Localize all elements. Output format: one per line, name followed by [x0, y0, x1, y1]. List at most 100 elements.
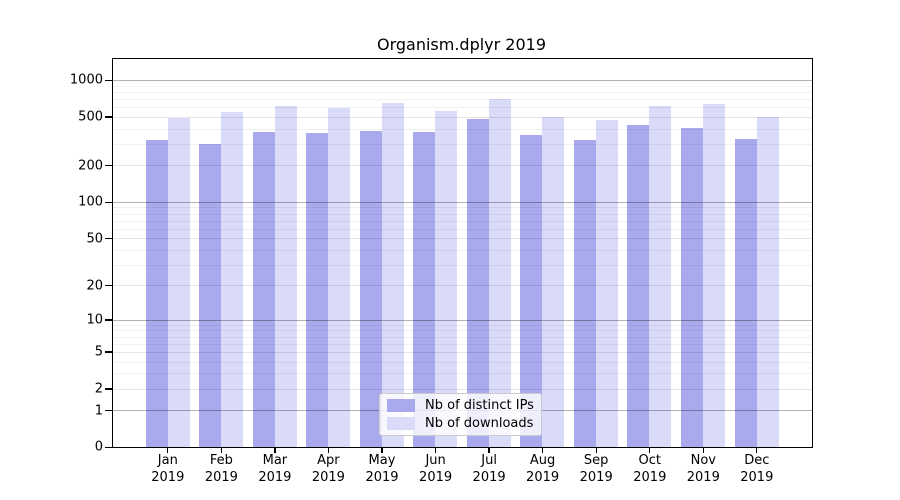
gridline-minor: [113, 343, 812, 345]
gridline-minor: [113, 361, 812, 363]
gridline-minor: [113, 107, 812, 109]
y-tick-mark: [105, 164, 112, 167]
gridline-minor: [113, 264, 812, 266]
x-tick-mark: [541, 447, 544, 453]
x-tick-label-nov: Nov 2019: [686, 453, 720, 485]
bar-distinct-ips-sep: [573, 140, 596, 447]
legend-item-downloads: Nb of downloads: [387, 416, 534, 431]
plot-area: Nb of distinct IPs Nb of downloads: [112, 58, 813, 448]
bar-downloads-jul: [488, 99, 511, 447]
y-tick-mark: [105, 79, 112, 81]
gridline-minor: [113, 207, 812, 209]
y-tick-label-1: 1: [94, 403, 103, 418]
gridline-minor: [113, 373, 812, 375]
bar-downloads-may: [381, 103, 404, 447]
gridline-minor: [113, 324, 812, 326]
gridline-minor: [113, 85, 812, 87]
x-tick-label-aug: Aug 2019: [526, 453, 560, 485]
gridline-major: [113, 285, 812, 287]
x-tick-mark: [167, 447, 169, 453]
bar-downloads-jun: [435, 110, 458, 447]
x-tick-mark: [274, 447, 276, 453]
gridline-minor: [113, 336, 812, 338]
bar-downloads-feb: [221, 112, 244, 447]
x-tick-mark: [702, 447, 704, 453]
bar-downloads-nov: [703, 104, 725, 447]
x-tick-label-jun: Jun 2019: [419, 453, 453, 485]
y-tick-label-20: 20: [86, 278, 103, 294]
legend-swatch-distinct-ips: [387, 399, 415, 412]
bar-distinct-ips-may: [359, 131, 382, 447]
x-tick-label-may: May 2019: [365, 453, 399, 485]
x-tick-mark: [488, 447, 490, 453]
bar-downloads-mar: [274, 105, 297, 447]
bar-distinct-ips-nov: [681, 127, 703, 447]
x-tick-mark: [381, 447, 383, 453]
y-tick-label-500: 500: [78, 109, 103, 125]
gridline-major: [113, 116, 812, 118]
y-tick-label-100: 100: [78, 194, 103, 210]
y-tick-label-200: 200: [78, 158, 103, 174]
y-tick-label-50: 50: [86, 231, 103, 246]
gridline-minor: [113, 213, 812, 215]
bar-distinct-ips-mar: [252, 131, 275, 447]
y-tick-label-1000: 1000: [69, 72, 103, 88]
chart-title: Organism.dplyr 2019: [376, 35, 547, 54]
x-tick-label-oct: Oct 2019: [633, 453, 667, 485]
y-tick-mark: [105, 351, 112, 353]
y-tick-label-2: 2: [94, 381, 103, 397]
x-tick-label-sep: Sep 2019: [579, 453, 613, 485]
bar-downloads-oct: [649, 106, 672, 447]
gridline-major: [113, 319, 812, 321]
bar-distinct-ips-jun: [413, 132, 436, 447]
gridline-minor: [113, 99, 812, 100]
y-tick-mark: [105, 237, 112, 240]
y-tick-mark: [105, 201, 112, 203]
gridline-minor: [113, 128, 812, 130]
y-tick-mark: [105, 409, 112, 412]
x-tick-mark: [649, 447, 651, 453]
gridline-major: [113, 388, 812, 390]
legend-label-distinct-ips: Nb of distinct IPs: [425, 398, 534, 413]
gridline-minor: [113, 220, 812, 222]
y-tick-label-0: 0: [94, 439, 103, 455]
y-tick-mark: [105, 319, 112, 321]
gridline-minor: [113, 91, 812, 93]
bar-downloads-apr: [328, 108, 351, 447]
bar-distinct-ips-aug: [520, 135, 543, 447]
x-tick-mark: [434, 447, 437, 453]
y-tick-mark: [105, 284, 112, 287]
x-tick-label-apr: Apr 2019: [311, 453, 345, 485]
bar-downloads-aug: [542, 117, 565, 447]
y-tick-label-10: 10: [86, 312, 103, 328]
gridline-major: [113, 238, 812, 240]
x-tick-label-dec: Dec 2019: [740, 453, 774, 485]
bar-downloads-jan: [167, 117, 190, 447]
bar-distinct-ips-jul: [466, 119, 489, 447]
gridline-minor: [113, 330, 812, 332]
bar-distinct-ips-apr: [306, 132, 329, 447]
legend-label-downloads: Nb of downloads: [425, 416, 534, 431]
x-tick-mark: [220, 447, 223, 453]
gridline-major: [113, 80, 812, 81]
x-tick-label-feb: Feb 2019: [204, 453, 238, 485]
legend-swatch-downloads: [387, 417, 415, 430]
gridline-minor: [113, 228, 812, 230]
gridline-major: [113, 351, 812, 353]
y-tick-mark: [105, 388, 112, 390]
x-tick-label-mar: Mar 2019: [258, 453, 292, 485]
x-tick-mark: [595, 447, 597, 453]
y-tick-mark: [105, 116, 112, 118]
bar-distinct-ips-jan: [145, 139, 168, 447]
bar-downloads-dec: [756, 116, 779, 447]
x-tick-label-jul: Jul 2019: [472, 453, 506, 485]
y-tick-mark: [105, 446, 112, 448]
x-tick-label-jan: Jan 2019: [151, 453, 185, 485]
x-tick-mark: [327, 447, 330, 453]
gridline-minor: [113, 249, 812, 251]
gridline-minor: [113, 143, 812, 145]
gridline-major: [113, 201, 812, 203]
legend: Nb of distinct IPs Nb of downloads: [379, 393, 542, 436]
x-tick-mark: [756, 447, 758, 453]
bar-downloads-sep: [595, 120, 618, 447]
